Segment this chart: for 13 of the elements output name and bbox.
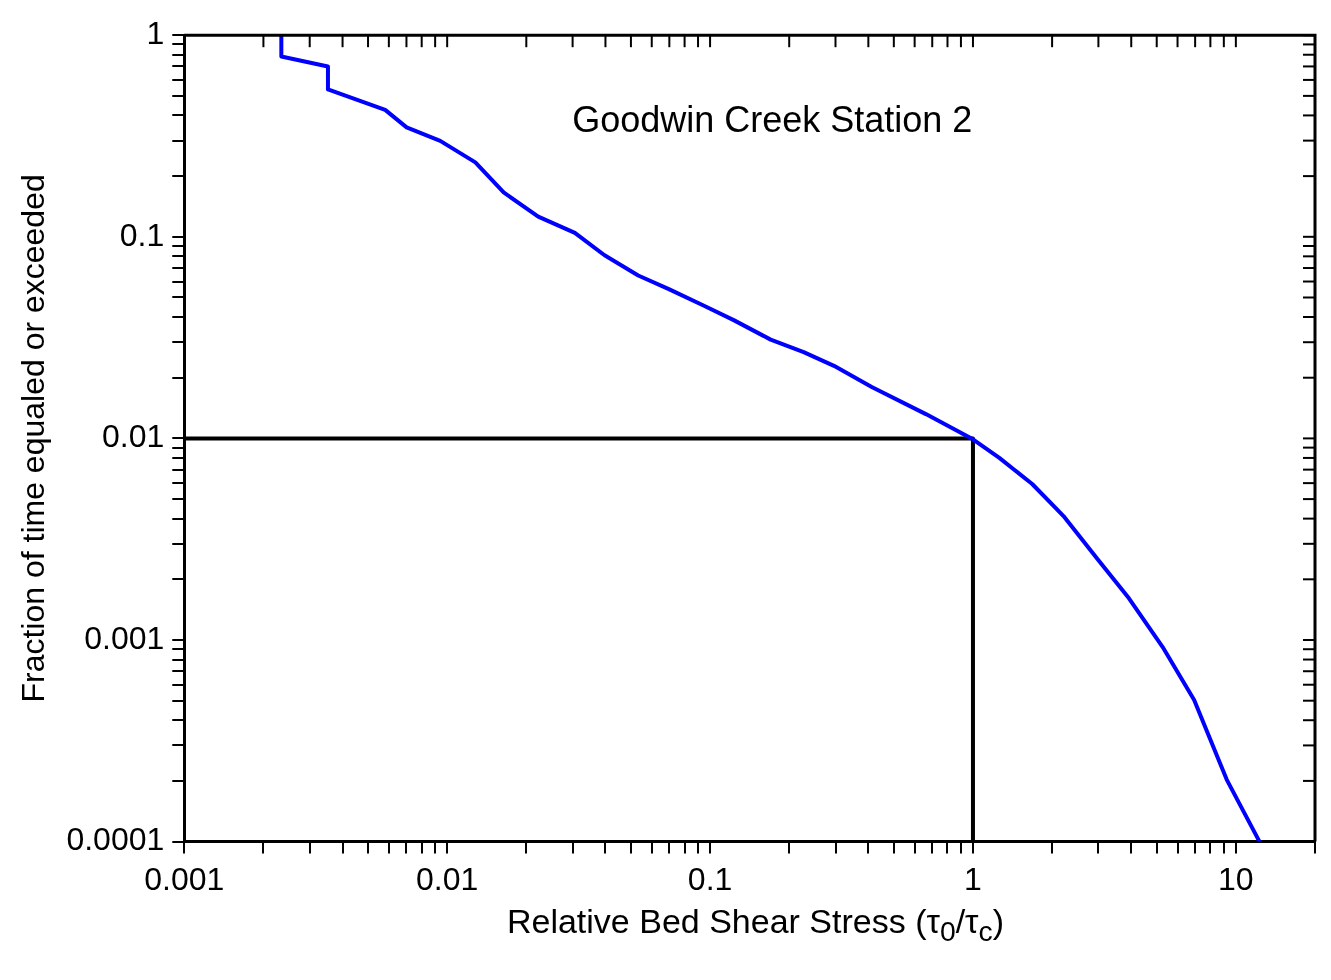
x-tick-label: 1 [964, 860, 982, 897]
y-tick-label: 0.01 [101, 418, 165, 455]
x-axis-title: Relative Bed Shear Stress (τ$_{0}$/τ$_{c}$) [505, 902, 1006, 948]
y-tick-label: 0.001 [84, 619, 165, 656]
x-tick-label: 0.1 [687, 860, 733, 897]
y-tick-label: 1 [146, 15, 165, 52]
y-tick-label: 0.1 [119, 216, 165, 253]
x-tick-label: 0.001 [144, 860, 225, 897]
y-tick-label: 0.0001 [66, 821, 165, 858]
annotation: Goodwin Creek Station 2 [572, 99, 973, 141]
x-tick-label: 0.01 [416, 860, 479, 897]
x-tick-label: 10 [1218, 860, 1254, 897]
y-axis-title: Fraction of time equaled or exceeded [15, 174, 52, 703]
